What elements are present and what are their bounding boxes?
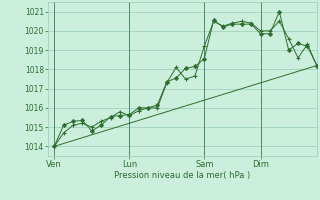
X-axis label: Pression niveau de la mer( hPa ): Pression niveau de la mer( hPa )	[114, 171, 251, 180]
